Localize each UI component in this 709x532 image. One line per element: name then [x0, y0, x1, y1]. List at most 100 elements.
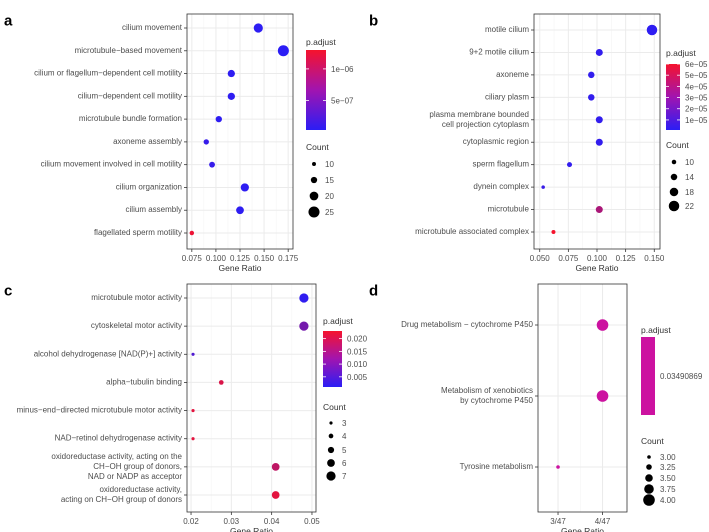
- colorbar-tick-label: 0.010: [347, 360, 368, 369]
- size-legend-label: 14: [685, 173, 694, 182]
- legend-size-title: Count: [641, 436, 664, 446]
- size-legend-dot: [329, 421, 333, 425]
- size-legend-label: 3.75: [660, 485, 676, 494]
- data-point: [271, 491, 280, 499]
- colorbar-tick-label: 4e−05: [685, 82, 708, 91]
- data-point: [227, 69, 235, 78]
- size-legend-dot: [668, 200, 680, 212]
- size-legend-label: 4: [342, 432, 347, 441]
- data-point: [646, 24, 658, 36]
- data-point: [588, 94, 595, 101]
- y-tick-label-line: cilium assembly: [126, 205, 182, 214]
- panel-label: b: [369, 12, 378, 29]
- data-point: [588, 71, 595, 79]
- colorbar: [306, 50, 326, 130]
- x-tick-label: 0.125: [230, 254, 251, 263]
- y-tick-label: Drug metabolism − cytochrome P450: [401, 320, 533, 329]
- y-tick-label-line: minus−end−directed microtubule motor act…: [17, 406, 182, 415]
- size-legend-dot: [645, 474, 653, 482]
- legend-color-title: p.adjust: [323, 316, 353, 326]
- data-point: [551, 230, 556, 234]
- y-tick-label: motile cilium: [485, 25, 529, 34]
- x-tick-label: 0.150: [254, 254, 275, 263]
- data-point: [277, 45, 289, 57]
- data-point: [595, 138, 603, 146]
- legend-size-title: Count: [323, 402, 346, 412]
- y-tick-label-line: cilium−dependent cell motility: [78, 91, 182, 100]
- y-tick-label: flagellated sperm motility: [94, 228, 182, 237]
- size-legend-label: 3.50: [660, 474, 676, 483]
- y-tick-label: microtubule: [488, 205, 530, 214]
- size-legend-label: 3.00: [660, 453, 676, 462]
- x-tick-label: 3/47: [550, 517, 566, 526]
- y-tick-label: alcohol dehydrogenase [NAD(P)+] activity: [34, 349, 182, 358]
- size-legend-label: 22: [685, 202, 694, 211]
- size-legend-label: 20: [325, 192, 334, 201]
- y-tick-label: sperm flagellum: [473, 160, 530, 169]
- y-tick-label-line: Tyrosine metabolism: [460, 462, 534, 471]
- legend-size-title: Count: [666, 140, 689, 150]
- y-tick-label: cilium movement involved in cell motilit…: [41, 160, 182, 169]
- data-point: [567, 162, 573, 168]
- x-tick-label: 0.050: [530, 254, 551, 263]
- panel-label: a: [4, 12, 13, 29]
- x-axis-title: Gene Ratio: [219, 263, 262, 273]
- y-tick-label: cilium assembly: [126, 205, 182, 214]
- colorbar-tick-label: 1e−05: [685, 116, 708, 125]
- size-legend-dot: [327, 459, 335, 467]
- y-tick-label-line: oxidoreductase activity,: [99, 485, 182, 494]
- legend-size-title: Count: [306, 142, 329, 152]
- size-legend-dot: [312, 162, 316, 166]
- x-axis-title: Gene Ratio: [561, 526, 604, 532]
- colorbar-tick-label: 0.03490869: [660, 372, 703, 381]
- size-legend-dot: [308, 206, 320, 218]
- data-point: [299, 321, 309, 331]
- y-tick-label-line: axoneme: [496, 70, 529, 79]
- data-point: [227, 92, 235, 100]
- x-tick-label: 0.100: [587, 254, 608, 263]
- y-tick-label-line: cell projection cytoplasm: [442, 120, 529, 129]
- y-tick-label-line: motile cilium: [485, 25, 529, 34]
- plot-area: [538, 284, 627, 512]
- y-tick-label: plasma membrane bounded cell projection c…: [429, 110, 529, 129]
- colorbar-tick-label: 5e−07: [331, 96, 354, 105]
- data-point: [299, 293, 309, 303]
- size-legend-dot: [310, 176, 318, 184]
- colorbar-tick-label: 0.015: [347, 347, 368, 356]
- y-tick-label: dynein complex: [473, 182, 529, 191]
- data-point: [240, 183, 249, 192]
- y-tick-label-line: microtubule: [488, 205, 530, 214]
- y-tick-label: cilium−dependent cell motility: [78, 91, 182, 100]
- data-point: [215, 115, 222, 123]
- y-tick-label-line: axoneme assembly: [113, 137, 182, 146]
- y-tick-label-line: flagellated sperm motility: [94, 228, 182, 237]
- y-tick-label: cilium or flagellum−dependent cell motil…: [34, 69, 182, 78]
- y-tick-label: microtubule bundle formation: [79, 114, 182, 123]
- size-legend-dot: [647, 455, 651, 459]
- size-legend-label: 3: [342, 419, 347, 428]
- data-point: [595, 206, 603, 214]
- size-legend-dot: [670, 173, 678, 181]
- y-tick-label-line: cytoskeletal motor activity: [91, 321, 182, 330]
- y-tick-label-line: oxidoreductase activity, acting on the: [51, 452, 182, 461]
- panel-d: d Drug metabolism − cytochrome P450 Metabo…: [369, 282, 703, 532]
- size-legend-label: 18: [685, 188, 694, 197]
- y-tick-label: Tyrosine metabolism: [460, 462, 534, 471]
- x-tick-label: 0.175: [278, 254, 299, 263]
- colorbar: [323, 331, 342, 387]
- y-tick-label-line: cilium or flagellum−dependent cell motil…: [34, 69, 182, 78]
- data-point: [541, 185, 545, 189]
- y-tick-label: alpha−tubulin binding: [106, 378, 182, 387]
- size-legend-label: 10: [685, 158, 694, 167]
- y-tick-label: cilium organization: [116, 183, 182, 192]
- y-tick-label-line: cilium organization: [116, 183, 182, 192]
- colorbar-tick-label: 6e−05: [685, 60, 708, 69]
- colorbar-tick-label: 0.005: [347, 373, 368, 382]
- x-tick-label: 0.04: [264, 517, 280, 526]
- y-tick-label: axoneme: [496, 70, 529, 79]
- y-tick-label: Metabolism of xenobiotics by cytochrome P…: [441, 386, 534, 405]
- y-tick-label-line: Metabolism of xenobiotics: [441, 386, 533, 395]
- x-axis-title: Gene Ratio: [576, 263, 619, 273]
- y-tick-label-line: alcohol dehydrogenase [NAD(P)+] activity: [34, 349, 182, 358]
